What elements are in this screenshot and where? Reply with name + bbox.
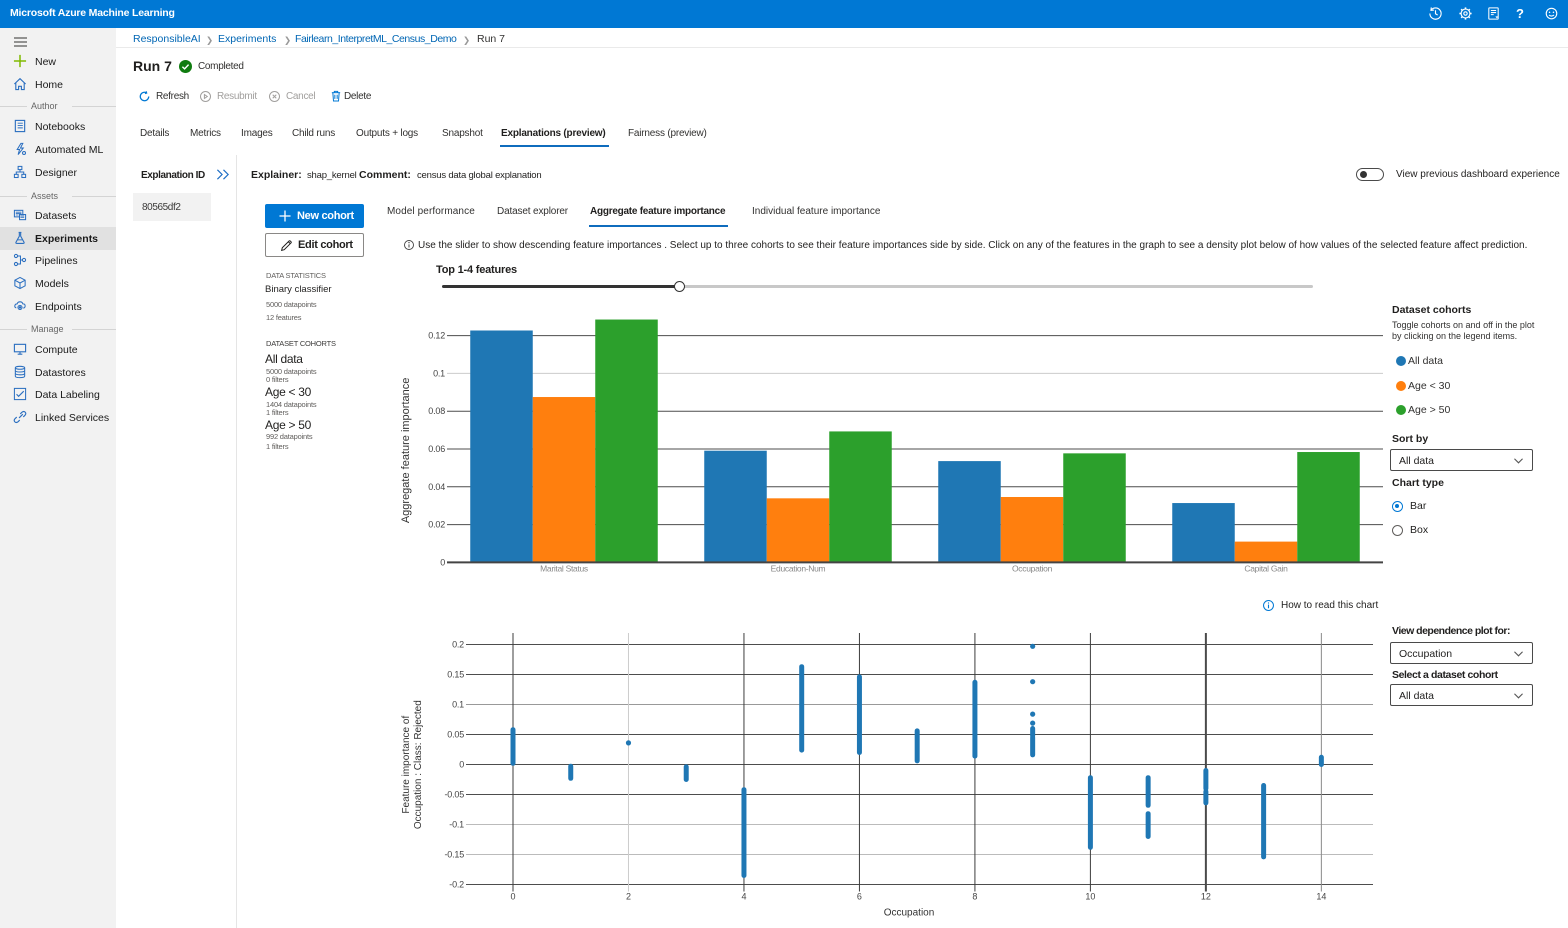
svg-text:0.2: 0.2 [452, 640, 464, 650]
svg-text:0.02: 0.02 [428, 520, 445, 530]
svg-text:Education-Num: Education-Num [771, 563, 826, 573]
svg-text:12: 12 [1201, 891, 1211, 901]
svg-text:Feature importance of: Feature importance of [401, 716, 412, 814]
svg-text:0.06: 0.06 [428, 444, 445, 454]
svg-text:Occupation : Class: Rejected: Occupation : Class: Rejected [413, 700, 424, 829]
svg-text:2: 2 [626, 891, 631, 901]
svg-text:0: 0 [440, 557, 445, 567]
svg-text:Marital Status: Marital Status [540, 563, 588, 573]
svg-text:Capital Gain: Capital Gain [1244, 563, 1288, 573]
svg-text:0.04: 0.04 [428, 482, 445, 492]
svg-text:-0.2: -0.2 [449, 880, 464, 890]
svg-text:0.1: 0.1 [433, 368, 445, 378]
svg-text:8: 8 [972, 891, 977, 901]
svg-text:4: 4 [741, 891, 746, 901]
svg-text:Occupation: Occupation [1012, 563, 1053, 573]
svg-text:6: 6 [857, 891, 862, 901]
svg-text:0.15: 0.15 [447, 670, 464, 680]
svg-text:0: 0 [510, 891, 515, 901]
svg-text:0.12: 0.12 [428, 331, 445, 341]
svg-text:-0.15: -0.15 [444, 850, 464, 860]
svg-text:Aggregate feature importance: Aggregate feature importance [400, 378, 412, 524]
svg-text:10: 10 [1085, 891, 1095, 901]
svg-text:0.08: 0.08 [428, 406, 445, 416]
svg-text:0.05: 0.05 [447, 730, 464, 740]
svg-text:-0.05: -0.05 [444, 790, 464, 800]
svg-text:-0.1: -0.1 [449, 820, 464, 830]
svg-text:14: 14 [1316, 891, 1326, 901]
svg-text:0: 0 [459, 760, 464, 770]
svg-text:Occupation: Occupation [884, 907, 935, 918]
svg-text:0.1: 0.1 [452, 700, 464, 710]
